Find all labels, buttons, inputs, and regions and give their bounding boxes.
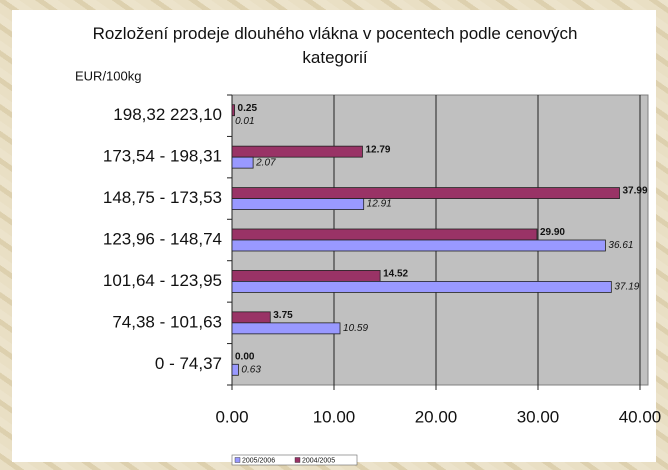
bar [231, 311, 271, 324]
data-label: 36.61 [608, 240, 633, 251]
x-tick-label: 40.00 [619, 407, 662, 426]
bar [231, 322, 341, 335]
y-tick-label: 198,32 223,10 [113, 105, 222, 124]
data-label: 10.59 [343, 323, 368, 334]
bar [231, 281, 612, 293]
bar [231, 187, 620, 199]
y-tick-label: 148,75 - 173,53 [103, 188, 222, 207]
data-label: 12.79 [365, 144, 390, 155]
bar [231, 363, 239, 376]
data-label: 29.90 [540, 227, 565, 238]
data-label: 0.25 [238, 103, 258, 114]
x-tick-label: 30.00 [517, 407, 560, 426]
y-tick-label: 0 - 74,37 [155, 354, 222, 373]
data-label: 0.01 [235, 116, 254, 127]
data-label: 14.52 [383, 269, 408, 280]
bar [231, 270, 381, 282]
x-tick-label: 10.00 [313, 407, 356, 426]
bar [231, 145, 363, 158]
data-label: 12.91 [367, 199, 392, 210]
bar [231, 198, 365, 210]
legend-swatch [234, 457, 241, 463]
x-tick-label: 0.00 [215, 407, 248, 426]
bar [231, 228, 538, 241]
bar [231, 104, 235, 117]
y-tick-label: 101,64 - 123,95 [103, 271, 222, 290]
legend-swatch [294, 457, 301, 463]
chart-title: Rozložení prodeje dlouhého vlákna v poce… [92, 24, 578, 67]
legend-box [231, 454, 358, 466]
y-tick-label: 74,38 - 101,63 [112, 312, 222, 331]
data-label: 0.63 [241, 364, 261, 375]
y-tick-label: 173,54 - 198,31 [103, 147, 222, 166]
data-label: 37.99 [622, 186, 647, 197]
data-label: 37.19 [614, 282, 639, 293]
bar [231, 156, 254, 169]
data-label: 2.07 [255, 157, 276, 168]
legend-label: 2005/2006 [242, 457, 275, 464]
bar [231, 239, 606, 252]
x-tick-label: 20.00 [415, 407, 458, 426]
data-label: 0.00 [235, 351, 255, 362]
legend-label: 2004/2005 [302, 457, 335, 464]
data-label: 3.75 [273, 310, 293, 321]
y-axis-label: EUR/100kg [75, 68, 141, 83]
y-tick-label: 123,96 - 148,74 [103, 229, 222, 248]
